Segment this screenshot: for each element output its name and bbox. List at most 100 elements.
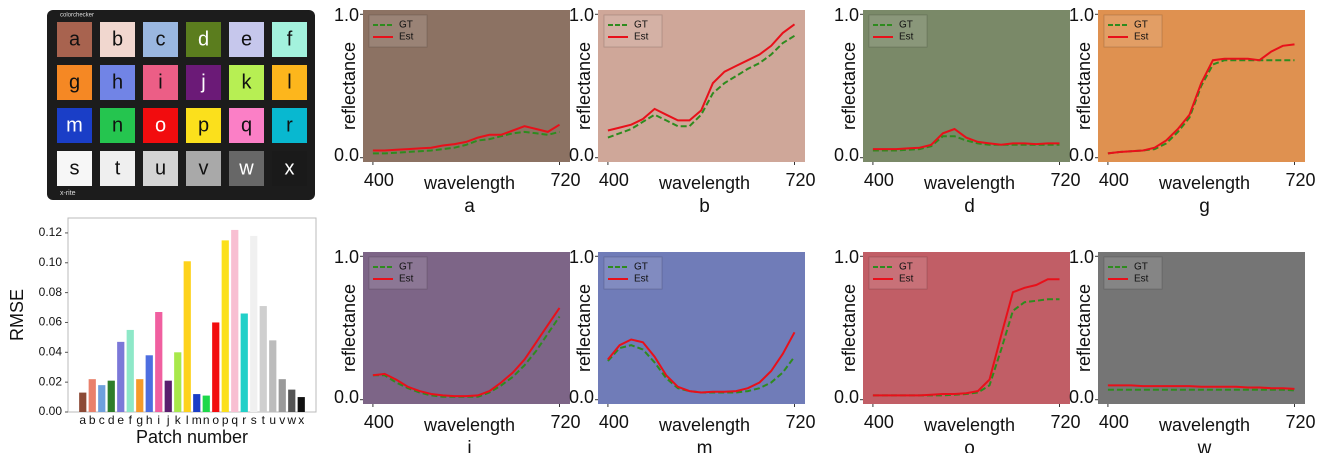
x-tick-label: o	[212, 413, 219, 427]
bar	[288, 389, 296, 412]
y-tick-label: 0.0	[1069, 387, 1094, 407]
legend-box	[603, 14, 663, 48]
y-axis-label: reflectance	[839, 284, 859, 372]
bar	[155, 312, 163, 412]
x-tick-label: e	[117, 413, 124, 427]
patch-label: u	[155, 157, 166, 179]
chart-title: j	[466, 438, 471, 453]
chart-title: w	[1197, 438, 1212, 453]
x-axis-label: wavelength	[1158, 173, 1250, 193]
x-tick-label: k	[175, 413, 182, 427]
x-tick-label: 720	[1285, 412, 1315, 432]
color-patch	[272, 108, 307, 143]
x-tick-label: 720	[1285, 170, 1315, 190]
x-tick-label: 400	[364, 170, 394, 190]
bar	[117, 341, 125, 412]
color-patch	[143, 65, 178, 100]
x-tick-label: 720	[1050, 412, 1080, 432]
y-axis-label: reflectance	[339, 284, 359, 372]
x-tick-label: t	[262, 413, 266, 427]
y-tick-label: 1.0	[569, 247, 594, 267]
x-tick-label: p	[222, 413, 229, 427]
bar	[221, 240, 229, 412]
patch-label: j	[200, 71, 205, 93]
y-tick-label: 1.0	[1069, 5, 1094, 25]
series-line	[872, 127, 1060, 151]
x-axis-label: wavelength	[658, 173, 750, 193]
color-patch	[57, 65, 92, 100]
color-patch	[57, 108, 92, 143]
y-tick-label: 0.0	[334, 387, 359, 407]
x-tick-label: 400	[364, 412, 394, 432]
patch-label: x	[285, 157, 295, 179]
y-tick-label: 0.02	[39, 374, 63, 388]
chart-title: m	[697, 438, 713, 453]
legend-label: Est	[634, 32, 649, 43]
color-patch	[100, 108, 135, 143]
colorchecker-maker: x-rite	[60, 190, 76, 197]
x-axis-label: wavelength	[923, 415, 1015, 435]
bar	[145, 355, 153, 412]
legend-label: Est	[399, 32, 414, 43]
x-tick-label: m	[192, 413, 202, 427]
legend-label: GT	[634, 262, 648, 273]
legend-box	[868, 256, 928, 290]
bar	[98, 385, 106, 412]
y-axis-label: reflectance	[339, 42, 359, 130]
legend-label: GT	[899, 262, 913, 273]
y-axis-label: RMSE	[7, 289, 27, 341]
chart-title: b	[699, 196, 710, 217]
patch-label: g	[69, 71, 80, 93]
x-tick-label: n	[203, 413, 210, 427]
color-patch	[272, 22, 307, 57]
series-line	[607, 331, 796, 394]
bar	[231, 229, 239, 412]
chart-title: g	[1199, 196, 1210, 217]
legend-label: Est	[399, 274, 414, 285]
bar	[240, 313, 248, 412]
y-tick-label: 1.0	[1069, 247, 1094, 267]
bar	[250, 235, 258, 412]
x-tick-label: 400	[864, 170, 894, 190]
patch-label: c	[156, 28, 166, 50]
x-tick-label: j	[166, 413, 170, 427]
legend-label: Est	[899, 274, 914, 285]
patch-label: q	[241, 114, 252, 136]
chart-title: o	[964, 438, 975, 453]
bar	[269, 340, 277, 412]
bar	[174, 352, 182, 412]
patch-label: i	[158, 71, 162, 93]
bar	[193, 394, 201, 412]
patch-label: t	[115, 157, 121, 179]
series-line	[872, 278, 1060, 397]
patch-label: h	[112, 71, 123, 93]
plot-background	[598, 10, 805, 162]
x-tick-label: 720	[785, 170, 815, 190]
color-patch	[186, 22, 221, 57]
patch-label: f	[287, 28, 293, 50]
legend-label: GT	[1134, 262, 1148, 273]
series-line	[1107, 388, 1295, 392]
patch-label: r	[286, 114, 293, 136]
legend-label: Est	[1134, 32, 1149, 43]
color-patch	[100, 65, 135, 100]
x-tick-label: 720	[1050, 170, 1080, 190]
x-tick-label: 400	[864, 412, 894, 432]
series-line	[372, 123, 561, 152]
color-patch	[100, 22, 135, 57]
color-patch	[143, 151, 178, 186]
color-patch	[229, 65, 264, 100]
y-tick-label: 0.00	[39, 404, 63, 418]
bar	[297, 397, 305, 412]
x-tick-label: f	[129, 413, 133, 427]
patch-label: e	[241, 28, 252, 50]
y-tick-label: 1.0	[834, 247, 859, 267]
x-tick-label: d	[108, 413, 115, 427]
y-tick-label: 0.06	[39, 315, 63, 329]
legend-label: Est	[899, 32, 914, 43]
x-tick-label: w	[286, 413, 296, 427]
patch-label: o	[155, 114, 166, 136]
legend-box	[1103, 14, 1163, 48]
color-patch	[229, 151, 264, 186]
patch-label: m	[66, 114, 83, 136]
